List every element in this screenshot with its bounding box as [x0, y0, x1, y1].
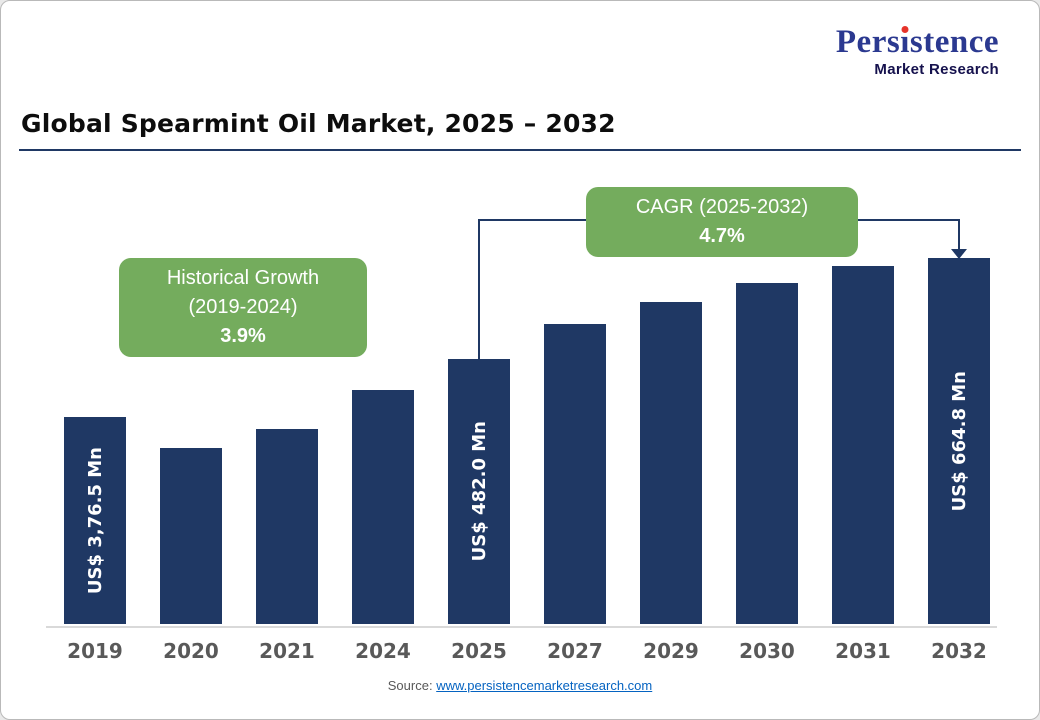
bar-2029 [640, 302, 702, 624]
page-title: Global Spearmint Oil Market, 2025 – 2032 [21, 109, 616, 138]
bar-2025: US$ 482.0 Mn [448, 359, 510, 624]
source-line: Source: www.persistencemarketresearch.co… [1, 678, 1039, 693]
bar-2031 [832, 266, 894, 624]
bars-container: US$ 3,76.5 Mn US$ 482.0 Mn US$ 664.8 Mn [64, 204, 990, 624]
x-axis-label-2029: 2029 [643, 639, 699, 663]
brand-logo: Persı stence Market Research [836, 25, 999, 78]
bar-2021 [256, 429, 318, 624]
bar-value-label: US$ 482.0 Mn [468, 421, 490, 562]
bar-2027 [544, 324, 606, 624]
connector-line-2032 [958, 219, 960, 250]
source-link[interactable]: www.persistencemarketresearch.com [436, 678, 653, 693]
cagr-callout: CAGR (2025-2032) 4.7% [586, 187, 858, 257]
x-axis-labels: 2019 2020 2021 2024 2025 2027 2029 2030 2031 2032 [64, 639, 990, 663]
x-axis-label-2020: 2020 [163, 639, 219, 663]
arrow-down-icon [951, 249, 967, 259]
historical-growth-label: Historical Growth [166, 267, 320, 289]
brand-name: Persı stence [835, 24, 999, 60]
x-axis-line [46, 626, 997, 628]
historical-growth-period: (2019-2024) [188, 296, 298, 318]
x-axis-label-2025: 2025 [451, 639, 507, 663]
bar-value-label: US$ 664.8 Mn [948, 370, 970, 512]
bar-2019: US$ 3,76.5 Mn [64, 417, 126, 624]
bar-value-label: US$ 3,76.5 Mn [84, 446, 106, 595]
x-axis-label-2027: 2027 [547, 639, 603, 663]
connector-line-left [478, 219, 586, 221]
bar-2032: US$ 664.8 Mn [928, 258, 990, 624]
historical-growth-value: 3.9% [220, 325, 266, 347]
cagr-value: 4.7% [699, 225, 745, 247]
x-axis-label-2030: 2030 [739, 639, 795, 663]
historical-growth-callout: Historical Growth (2019-2024) 3.9% [119, 258, 367, 357]
x-axis-label-2024: 2024 [355, 639, 411, 663]
logo-letter-i: ı [900, 24, 910, 60]
source-prefix: Source: [387, 678, 433, 693]
connector-line-2025 [478, 219, 480, 361]
x-axis-label-2021: 2021 [259, 639, 315, 663]
bar-2020 [160, 448, 222, 624]
bar-2030 [736, 283, 798, 624]
x-axis-label-2032: 2032 [931, 639, 987, 663]
x-axis-label-2019: 2019 [67, 639, 123, 663]
cagr-label: CAGR (2025-2032) [635, 196, 809, 218]
connector-line-right [858, 219, 959, 221]
brand-tagline: Market Research [874, 60, 999, 78]
bar-2024 [352, 390, 414, 624]
title-underline [19, 149, 1021, 151]
logo-i-dot [901, 26, 909, 33]
x-axis-label-2031: 2031 [835, 639, 891, 663]
